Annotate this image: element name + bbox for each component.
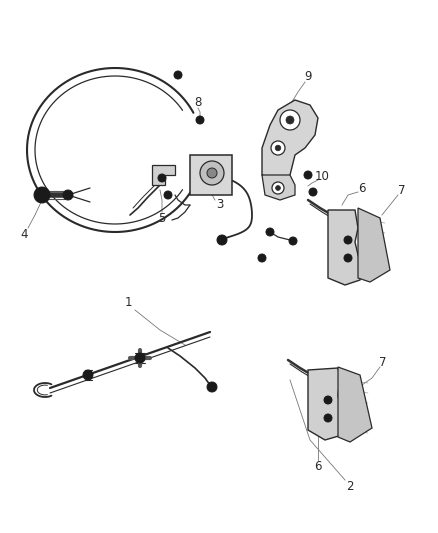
Text: 5: 5 (158, 212, 166, 224)
Circle shape (324, 396, 332, 404)
Circle shape (158, 174, 166, 182)
Text: 9: 9 (304, 69, 312, 83)
Circle shape (207, 382, 217, 392)
Text: 7: 7 (398, 184, 406, 198)
Text: 3: 3 (216, 198, 224, 212)
Polygon shape (262, 100, 318, 180)
Circle shape (324, 414, 332, 422)
Polygon shape (338, 367, 372, 442)
Text: 2: 2 (346, 481, 354, 494)
Bar (190, 155, 232, 195)
Circle shape (309, 188, 317, 196)
Circle shape (266, 228, 274, 236)
Circle shape (200, 161, 224, 185)
Circle shape (174, 71, 182, 79)
Polygon shape (152, 165, 175, 185)
Text: 1: 1 (124, 295, 132, 309)
Circle shape (137, 355, 143, 361)
Circle shape (275, 145, 281, 151)
Polygon shape (328, 210, 362, 285)
Circle shape (196, 116, 204, 124)
Circle shape (344, 236, 352, 244)
Circle shape (286, 116, 294, 124)
Text: 6: 6 (358, 182, 366, 195)
Circle shape (34, 187, 50, 203)
Circle shape (164, 191, 172, 199)
Text: 8: 8 (194, 95, 201, 109)
Circle shape (304, 171, 312, 179)
Text: 6: 6 (314, 461, 322, 473)
Circle shape (83, 370, 93, 380)
Circle shape (258, 254, 266, 262)
Text: 7: 7 (379, 356, 387, 368)
Circle shape (207, 168, 217, 178)
Circle shape (272, 182, 284, 194)
Polygon shape (308, 368, 345, 440)
Text: 4: 4 (20, 229, 28, 241)
Circle shape (63, 190, 73, 200)
Circle shape (289, 237, 297, 245)
Circle shape (271, 141, 285, 155)
Circle shape (135, 353, 145, 363)
Circle shape (276, 185, 280, 190)
Polygon shape (358, 208, 390, 282)
Circle shape (217, 235, 227, 245)
Circle shape (280, 110, 300, 130)
Polygon shape (262, 175, 295, 200)
Circle shape (344, 254, 352, 262)
Text: 10: 10 (314, 171, 329, 183)
